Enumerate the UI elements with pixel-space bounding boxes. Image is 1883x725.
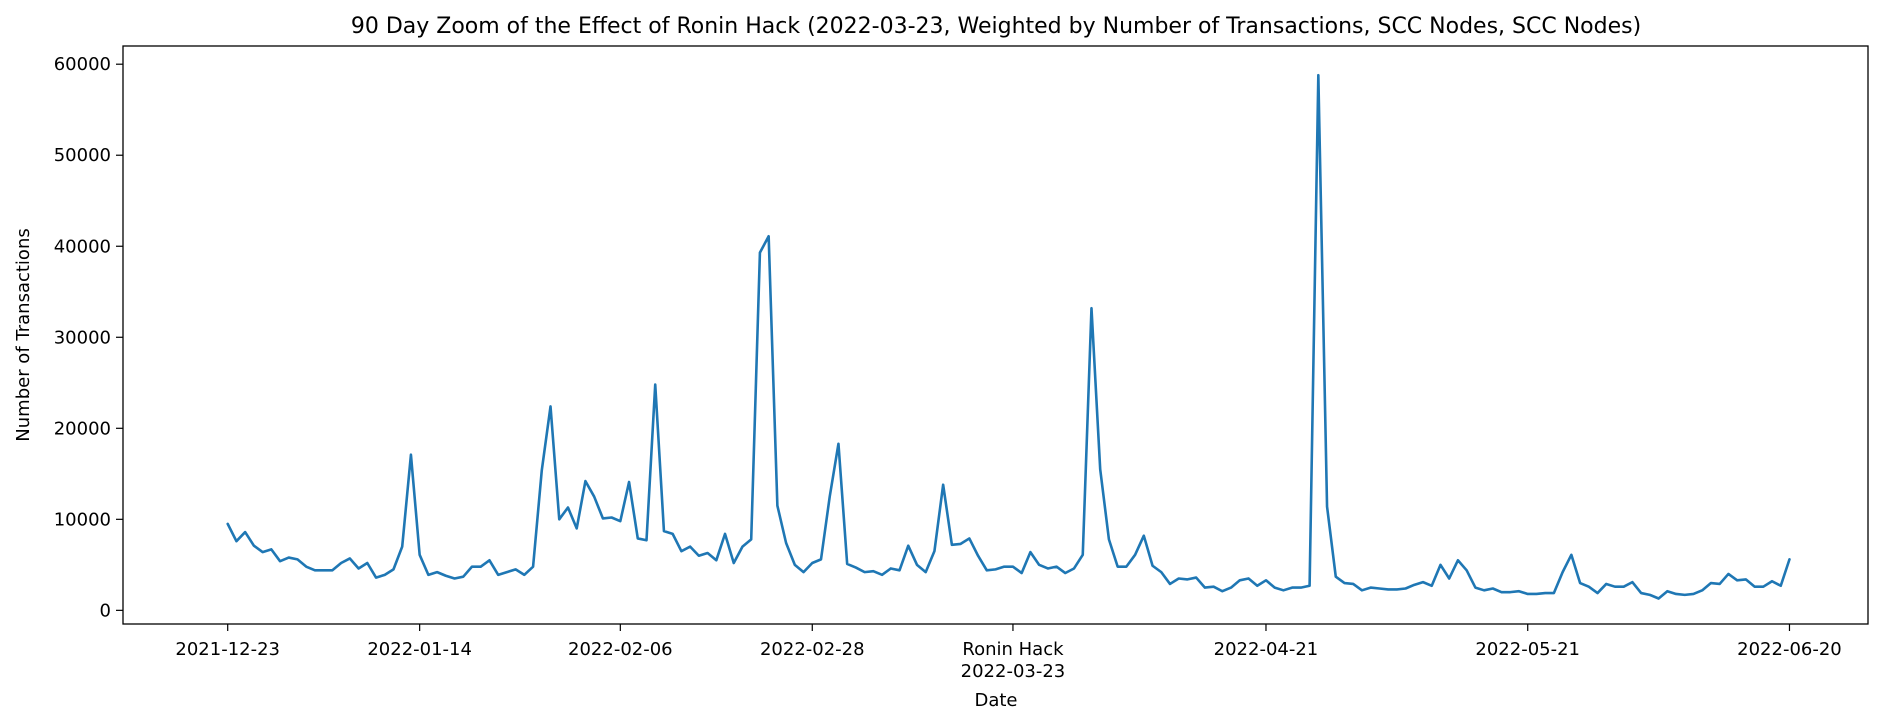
chart-title: 90 Day Zoom of the Effect of Ronin Hack … — [351, 14, 1641, 39]
y-tick-label: 0 — [100, 600, 111, 621]
y-tick-label: 20000 — [54, 418, 111, 439]
plot-area — [226, 73, 1791, 600]
x-tick-label-secondary: 2022-03-23 — [961, 661, 1066, 682]
x-tick-label: Ronin Hack — [962, 639, 1064, 660]
x-tick-label: 2022-01-14 — [367, 639, 472, 660]
x-axis: 2021-12-23 2022-01-14 2022-02-06 2022-02-28… — [175, 624, 1842, 682]
y-tick-label: 50000 — [54, 145, 111, 166]
y-tick-label: 40000 — [54, 236, 111, 257]
x-tick-label: 2021-12-23 — [175, 639, 280, 660]
x-tick-label: 2022-05-21 — [1475, 639, 1580, 660]
y-tick-label: 60000 — [54, 54, 111, 75]
y-axis: 0 10000 20000 30000 40000 50000 60000 — [54, 54, 123, 621]
x-tick-label: 2022-02-28 — [760, 639, 865, 660]
x-tick-label: 2022-04-21 — [1214, 639, 1319, 660]
x-tick-label: 2022-06-20 — [1737, 639, 1842, 660]
y-axis-label: Number of Transactions — [13, 228, 34, 441]
plot-frame — [122, 45, 1869, 625]
series-line-0 — [226, 73, 1791, 600]
y-tick-label: 30000 — [54, 327, 111, 348]
y-tick-label: 10000 — [54, 509, 111, 530]
x-tick-label: 2022-02-06 — [568, 639, 673, 660]
x-axis-label: Date — [974, 690, 1017, 711]
